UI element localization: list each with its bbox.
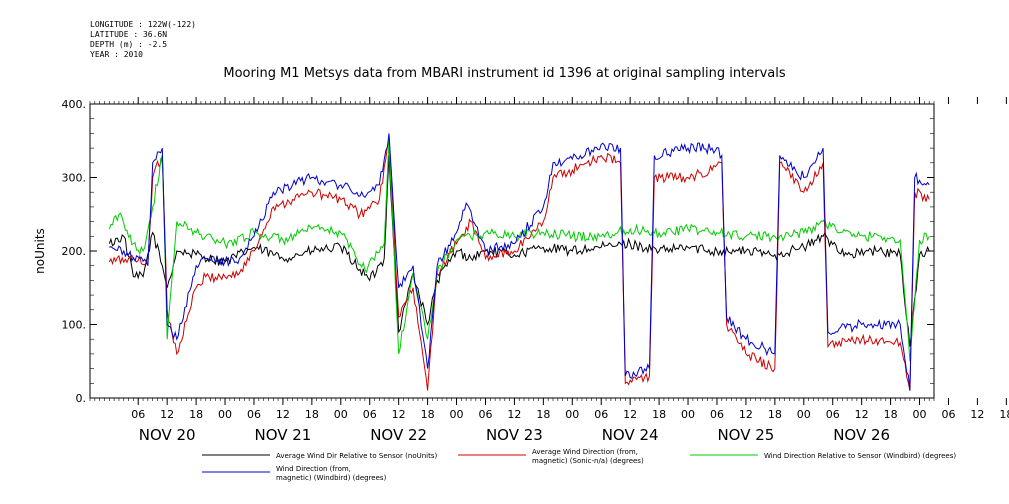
y-tick-label: 100.: [62, 319, 87, 332]
x-tick-label: 18: [536, 408, 550, 421]
x-tick-label: 06: [941, 408, 955, 421]
x-tick-label: 00: [218, 408, 232, 421]
legend-label: Average Wind Direction (from,: [532, 448, 638, 456]
x-tick-label: 18: [884, 408, 898, 421]
plot-frame: [89, 103, 935, 399]
y-tick-label: 200.: [62, 245, 87, 258]
x-tick-label: 18: [421, 408, 435, 421]
year-label: YEAR : 2010: [90, 50, 143, 59]
depth-label: DEPTH (m) : -2.5: [90, 40, 168, 49]
x-tick-label: 12: [970, 408, 984, 421]
x-tick-label: 06: [478, 408, 492, 421]
x-tick-label: 00: [681, 408, 695, 421]
x-tick-label: 00: [565, 408, 579, 421]
latitude-label: LATITUDE : 36.6N: [90, 30, 168, 39]
x-tick-label: 12: [739, 408, 753, 421]
x-tick-label: 00: [334, 408, 348, 421]
legend-label: Wind Direction Relative to Sensor (Windb…: [764, 452, 956, 460]
x-day-label: NOV 26: [833, 426, 890, 444]
x-tick-label: 12: [392, 408, 406, 421]
series-line: [108, 140, 930, 362]
x-tick-label: 12: [507, 408, 521, 421]
series-line: [108, 140, 930, 391]
x-day-label: NOV 23: [486, 426, 543, 444]
x-day-label: NOV 24: [602, 426, 659, 444]
x-tick-label: 06: [594, 408, 608, 421]
x-tick-label: 18: [305, 408, 319, 421]
x-day-label: NOV 25: [717, 426, 774, 444]
x-tick-label: 18: [189, 408, 203, 421]
x-tick-label: 06: [826, 408, 840, 421]
x-day-label: NOV 20: [139, 426, 196, 444]
legend-label: magnetic) (Windbird) (degrees): [276, 474, 387, 482]
x-tick-label: 06: [710, 408, 724, 421]
series-line: [109, 133, 930, 391]
y-tick-label: 300.: [62, 172, 87, 185]
series-line: [108, 155, 930, 347]
y-tick-label: 400.: [62, 98, 87, 111]
x-day-label: NOV 21: [254, 426, 311, 444]
x-tick-label: 12: [623, 408, 637, 421]
x-tick-label: 12: [276, 408, 290, 421]
metadata-block: LONGITUDE : 122W(-122) LATITUDE : 36.6N …: [90, 20, 196, 60]
legend-label: Average Wind Dir Relative to Sensor (noU…: [276, 452, 437, 460]
y-tick-label: 0.: [76, 392, 87, 405]
longitude-label: LONGITUDE : 122W(-122): [90, 20, 196, 29]
x-tick-label: 18: [768, 408, 782, 421]
x-tick-label: 00: [797, 408, 811, 421]
x-tick-label: 06: [247, 408, 261, 421]
y-axis-label: noUnits: [33, 228, 47, 274]
x-tick-label: 00: [913, 408, 927, 421]
x-tick-label: 18: [652, 408, 666, 421]
legend-label: Wind Direction (from,: [276, 465, 351, 473]
x-day-label: NOV 22: [370, 426, 427, 444]
legend-label: magnetic) (Sonic-n/a) (degrees): [532, 457, 644, 465]
x-tick-label: 06: [131, 408, 145, 421]
x-tick-label: 00: [450, 408, 464, 421]
x-tick-label: 12: [160, 408, 174, 421]
x-tick-label: 18: [999, 408, 1009, 421]
x-tick-label: 06: [363, 408, 377, 421]
chart-title: Mooring M1 Metsys data from MBARI instru…: [223, 66, 786, 81]
x-tick-label: 12: [855, 408, 869, 421]
